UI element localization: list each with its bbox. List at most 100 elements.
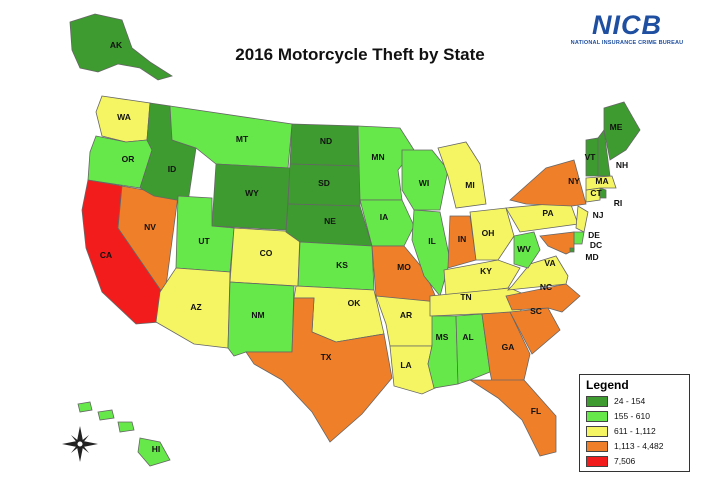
map-title: 2016 Motorcycle Theft by State <box>235 45 485 64</box>
state-label-ga: GA <box>502 342 515 352</box>
state-label-id: ID <box>168 164 177 174</box>
state-ak <box>69 13 173 81</box>
legend-swatch <box>586 396 608 407</box>
hawaii-island <box>97 409 115 421</box>
state-label-tx: TX <box>321 352 332 362</box>
state-label-hi: HI <box>152 444 161 454</box>
state-wi <box>401 149 449 211</box>
state-label-ca: CA <box>100 250 112 260</box>
state-label-la: LA <box>400 360 411 370</box>
state-label-wv: WV <box>517 244 531 254</box>
legend-swatch <box>586 411 608 422</box>
state-label-oh: OH <box>482 228 495 238</box>
legend: Legend 24 - 154 155 - 610 611 - 1,112 1,… <box>579 374 690 472</box>
state-label-sc: SC <box>530 306 542 316</box>
state-label-wi: WI <box>419 178 429 188</box>
state-label-ri: RI <box>614 198 623 208</box>
state-ri <box>599 187 607 199</box>
state-label-wy: WY <box>245 188 259 198</box>
state-label-ny: NY <box>568 176 580 186</box>
state-sc <box>509 307 561 355</box>
legend-swatch <box>586 426 608 437</box>
state-label-ar: AR <box>400 310 412 320</box>
state-label-nd: ND <box>320 136 332 146</box>
state-label-ma: MA <box>595 176 608 186</box>
state-label-ut: UT <box>198 236 210 246</box>
hawaii-island <box>77 401 93 413</box>
legend-row: 611 - 1,112 <box>586 426 686 438</box>
state-ms <box>427 315 459 389</box>
state-label-ct: CT <box>590 188 602 198</box>
state-label-va: VA <box>544 258 555 268</box>
state-al <box>455 313 491 385</box>
state-oh <box>469 207 515 261</box>
state-label-sd: SD <box>318 178 330 188</box>
legend-swatch <box>586 456 608 467</box>
state-label-ia: IA <box>380 212 389 222</box>
state-label-nh: NH <box>616 160 628 170</box>
state-label-nm: NM <box>251 310 264 320</box>
legend-row: 7,506 <box>586 456 686 468</box>
state-ny <box>509 159 587 207</box>
state-label-de: DE <box>588 230 600 240</box>
legend-title: Legend <box>586 378 629 392</box>
state-label-nc: NC <box>540 282 552 292</box>
state-de <box>573 231 585 245</box>
state-label-fl: FL <box>531 406 541 416</box>
state-label-vt: VT <box>585 152 597 162</box>
state-label-co: CO <box>260 248 273 258</box>
state-label-ok: OK <box>348 298 362 308</box>
logo-subtitle: NATIONAL INSURANCE CRIME BUREAU <box>570 40 684 46</box>
legend-label: 24 - 154 <box>614 396 646 406</box>
legend-label: 155 - 610 <box>614 411 650 421</box>
state-az <box>155 267 231 349</box>
state-label-tn: TN <box>460 292 471 302</box>
nicb-logo: NICB NATIONAL INSURANCE CRIME BUREAU <box>566 10 688 50</box>
hawaii-island <box>117 421 135 433</box>
state-label-ky: KY <box>480 266 492 276</box>
legend-row: 155 - 610 <box>586 411 686 423</box>
state-ia <box>359 199 415 247</box>
state-label-ne: NE <box>324 216 336 226</box>
legend-row: 1,113 - 4,482 <box>586 441 686 453</box>
state-fl <box>468 379 557 457</box>
state-label-nv: NV <box>144 222 156 232</box>
state-label-mo: MO <box>397 262 411 272</box>
state-ar <box>375 295 439 347</box>
state-label-ks: KS <box>336 260 348 270</box>
state-label-or: OR <box>122 154 135 164</box>
state-label-ms: MS <box>436 332 449 342</box>
state-label-mi: MI <box>465 180 474 190</box>
state-label-md: MD <box>585 252 598 262</box>
state-wv <box>513 231 541 269</box>
state-label-al: AL <box>462 332 473 342</box>
state-label-nj: NJ <box>593 210 604 220</box>
state-ky <box>443 259 521 297</box>
logo-wordmark: NICB <box>592 10 662 40</box>
legend-swatch <box>586 441 608 452</box>
state-nj <box>575 205 589 233</box>
legend-label: 611 - 1,112 <box>614 426 656 436</box>
compass-rose-icon <box>62 426 98 462</box>
state-tx <box>245 297 393 443</box>
state-label-ak: AK <box>110 40 123 50</box>
state-dc <box>569 247 575 253</box>
state-nh <box>597 128 611 177</box>
state-label-wa: WA <box>117 112 131 122</box>
state-hi <box>137 437 171 467</box>
state-label-mt: MT <box>236 134 249 144</box>
state-label-me: ME <box>610 122 623 132</box>
state-label-in: IN <box>458 234 467 244</box>
legend-row: 24 - 154 <box>586 396 686 408</box>
state-label-dc: DC <box>590 240 602 250</box>
state-label-pa: PA <box>542 208 553 218</box>
state-label-il: IL <box>428 236 436 246</box>
legend-label: 7,506 <box>614 456 636 466</box>
state-md <box>539 231 575 255</box>
state-me <box>603 101 641 161</box>
legend-label: 1,113 - 4,482 <box>614 441 664 451</box>
state-mi <box>437 141 487 209</box>
state-label-az: AZ <box>190 302 201 312</box>
